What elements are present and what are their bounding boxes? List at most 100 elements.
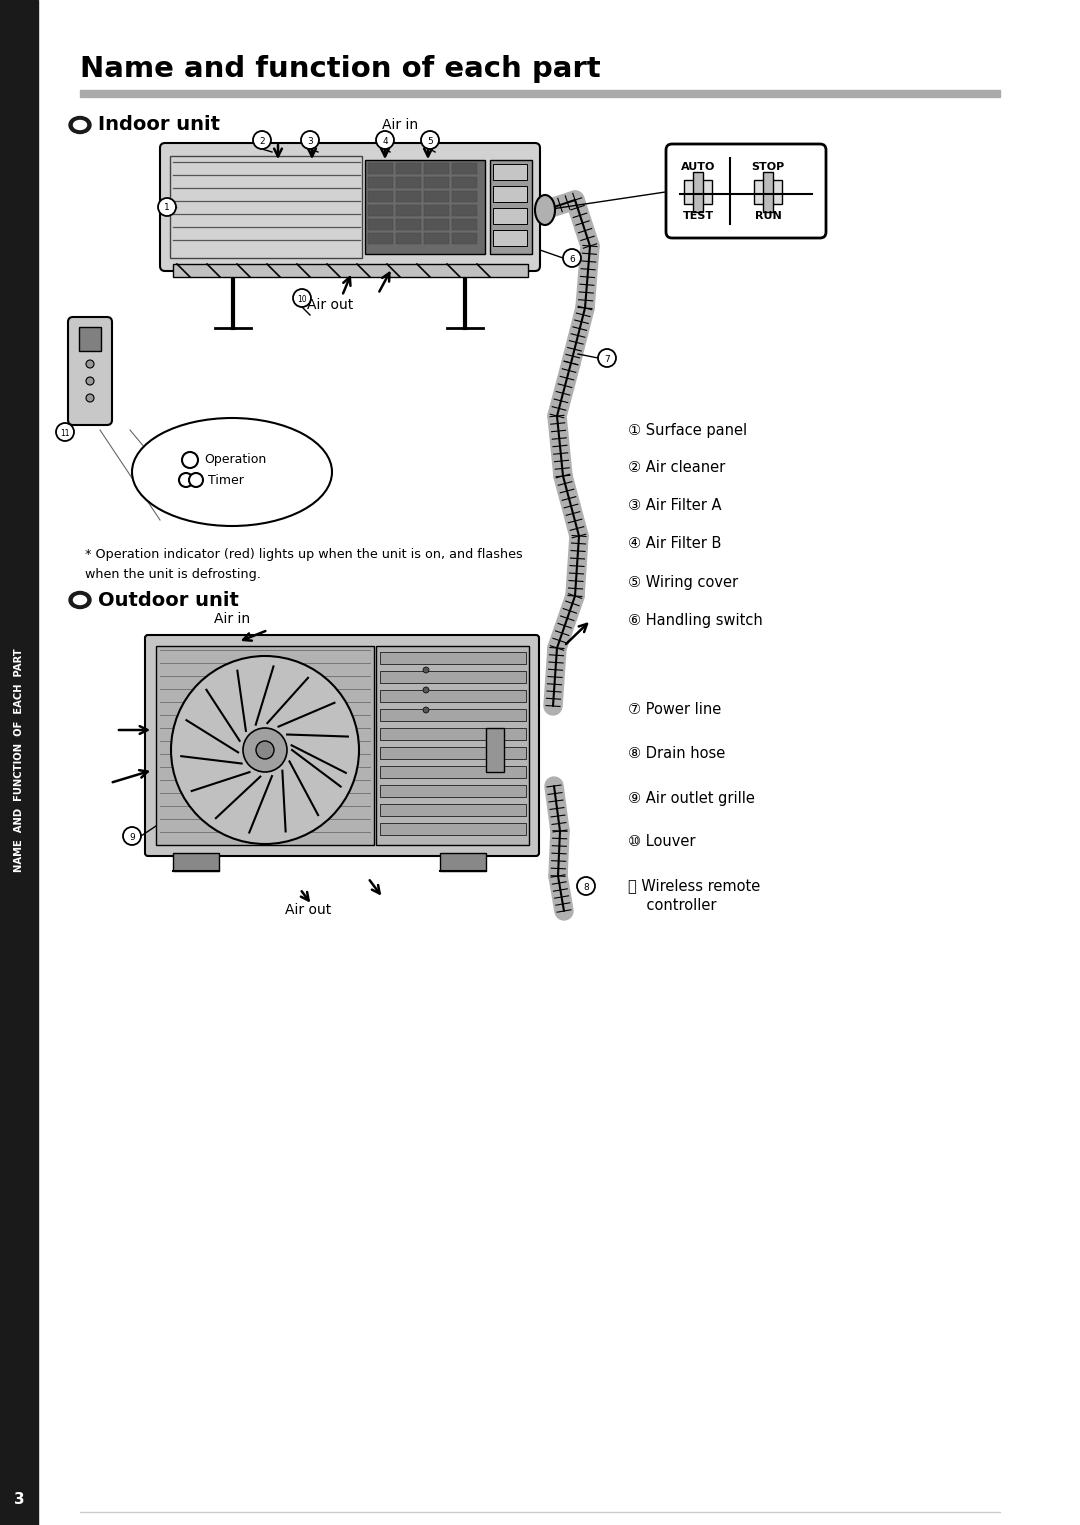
- Text: Timer: Timer: [208, 473, 244, 486]
- Ellipse shape: [69, 116, 91, 134]
- Bar: [453, 177, 477, 188]
- Bar: [453, 220, 477, 230]
- Circle shape: [423, 686, 429, 692]
- Text: ⑩ Louver: ⑩ Louver: [627, 834, 696, 849]
- Bar: [380, 766, 526, 778]
- Bar: [380, 709, 526, 721]
- Bar: [380, 747, 526, 759]
- Ellipse shape: [69, 592, 91, 608]
- Bar: [396, 163, 421, 174]
- Bar: [79, 326, 102, 351]
- Text: Outdoor unit: Outdoor unit: [98, 590, 239, 610]
- Circle shape: [158, 198, 176, 217]
- Bar: [380, 727, 526, 740]
- Circle shape: [183, 451, 198, 468]
- Bar: [492, 186, 527, 201]
- Ellipse shape: [535, 195, 555, 226]
- Bar: [453, 163, 477, 174]
- Text: Air in: Air in: [382, 117, 418, 133]
- Bar: [380, 785, 526, 798]
- Ellipse shape: [73, 120, 86, 130]
- Text: 1: 1: [164, 203, 170, 212]
- Text: 2: 2: [259, 137, 265, 145]
- Bar: [380, 824, 526, 836]
- Bar: [424, 163, 449, 174]
- Text: 6: 6: [569, 255, 575, 264]
- Bar: [380, 671, 526, 683]
- Bar: [453, 191, 477, 201]
- Text: Operation: Operation: [204, 453, 267, 467]
- Bar: [762, 172, 773, 212]
- Circle shape: [256, 741, 274, 759]
- Bar: [424, 220, 449, 230]
- Bar: [490, 160, 532, 255]
- Circle shape: [253, 131, 271, 149]
- Bar: [365, 160, 485, 255]
- Text: * Operation indicator (red) lights up when the unit is on, and flashes: * Operation indicator (red) lights up wh…: [85, 547, 523, 561]
- Circle shape: [243, 727, 287, 772]
- Circle shape: [598, 349, 616, 368]
- Bar: [424, 204, 449, 217]
- Circle shape: [423, 666, 429, 673]
- Bar: [754, 180, 782, 204]
- Bar: [80, 90, 1000, 98]
- Text: ⑥ Handling switch: ⑥ Handling switch: [627, 613, 762, 627]
- Circle shape: [189, 473, 203, 486]
- Circle shape: [86, 360, 94, 368]
- Text: NAME  AND  FUNCTION  OF  EACH  PART: NAME AND FUNCTION OF EACH PART: [14, 648, 24, 872]
- Text: ⑤ Wiring cover: ⑤ Wiring cover: [627, 575, 738, 590]
- Bar: [396, 220, 421, 230]
- Bar: [424, 177, 449, 188]
- Text: 3: 3: [307, 137, 313, 145]
- Text: ④ Air Filter B: ④ Air Filter B: [627, 537, 721, 552]
- Bar: [380, 653, 526, 663]
- Text: Name and function of each part: Name and function of each part: [80, 55, 600, 82]
- Text: ② Air cleaner: ② Air cleaner: [627, 461, 726, 476]
- Text: TEST: TEST: [683, 210, 714, 221]
- Bar: [684, 180, 712, 204]
- FancyBboxPatch shape: [145, 634, 539, 856]
- Circle shape: [577, 877, 595, 895]
- Text: Air out: Air out: [285, 903, 332, 917]
- Text: 11: 11: [60, 429, 70, 438]
- Text: Air in: Air in: [214, 612, 251, 625]
- Bar: [173, 852, 219, 871]
- Text: RUN: RUN: [755, 210, 781, 221]
- Bar: [380, 689, 526, 702]
- Circle shape: [563, 249, 581, 267]
- Circle shape: [56, 422, 75, 441]
- Bar: [492, 165, 527, 180]
- Text: 5: 5: [427, 137, 433, 145]
- Circle shape: [301, 131, 319, 149]
- Bar: [693, 172, 703, 212]
- Text: when the unit is defrosting.: when the unit is defrosting.: [85, 567, 261, 581]
- Text: 8: 8: [583, 883, 589, 892]
- Text: ③ Air Filter A: ③ Air Filter A: [627, 499, 721, 514]
- Bar: [440, 852, 486, 871]
- Bar: [173, 264, 528, 278]
- Circle shape: [423, 708, 429, 714]
- Text: 7: 7: [604, 354, 610, 363]
- Bar: [492, 230, 527, 246]
- Bar: [368, 204, 393, 217]
- Text: ⑪ Wireless remote: ⑪ Wireless remote: [627, 878, 760, 894]
- Text: 9: 9: [130, 833, 135, 842]
- FancyBboxPatch shape: [160, 143, 540, 271]
- Text: Air out: Air out: [307, 297, 353, 313]
- Circle shape: [179, 473, 193, 486]
- Bar: [424, 191, 449, 201]
- Bar: [368, 177, 393, 188]
- Bar: [170, 156, 362, 258]
- Bar: [368, 163, 393, 174]
- Ellipse shape: [73, 595, 86, 604]
- Circle shape: [86, 377, 94, 384]
- Bar: [368, 191, 393, 201]
- Text: ⑧ Drain hose: ⑧ Drain hose: [627, 747, 726, 761]
- FancyBboxPatch shape: [68, 317, 112, 425]
- Text: 3: 3: [14, 1493, 25, 1508]
- Bar: [368, 220, 393, 230]
- Bar: [453, 204, 477, 217]
- Circle shape: [293, 290, 311, 307]
- Text: 10: 10: [297, 294, 307, 303]
- Bar: [396, 177, 421, 188]
